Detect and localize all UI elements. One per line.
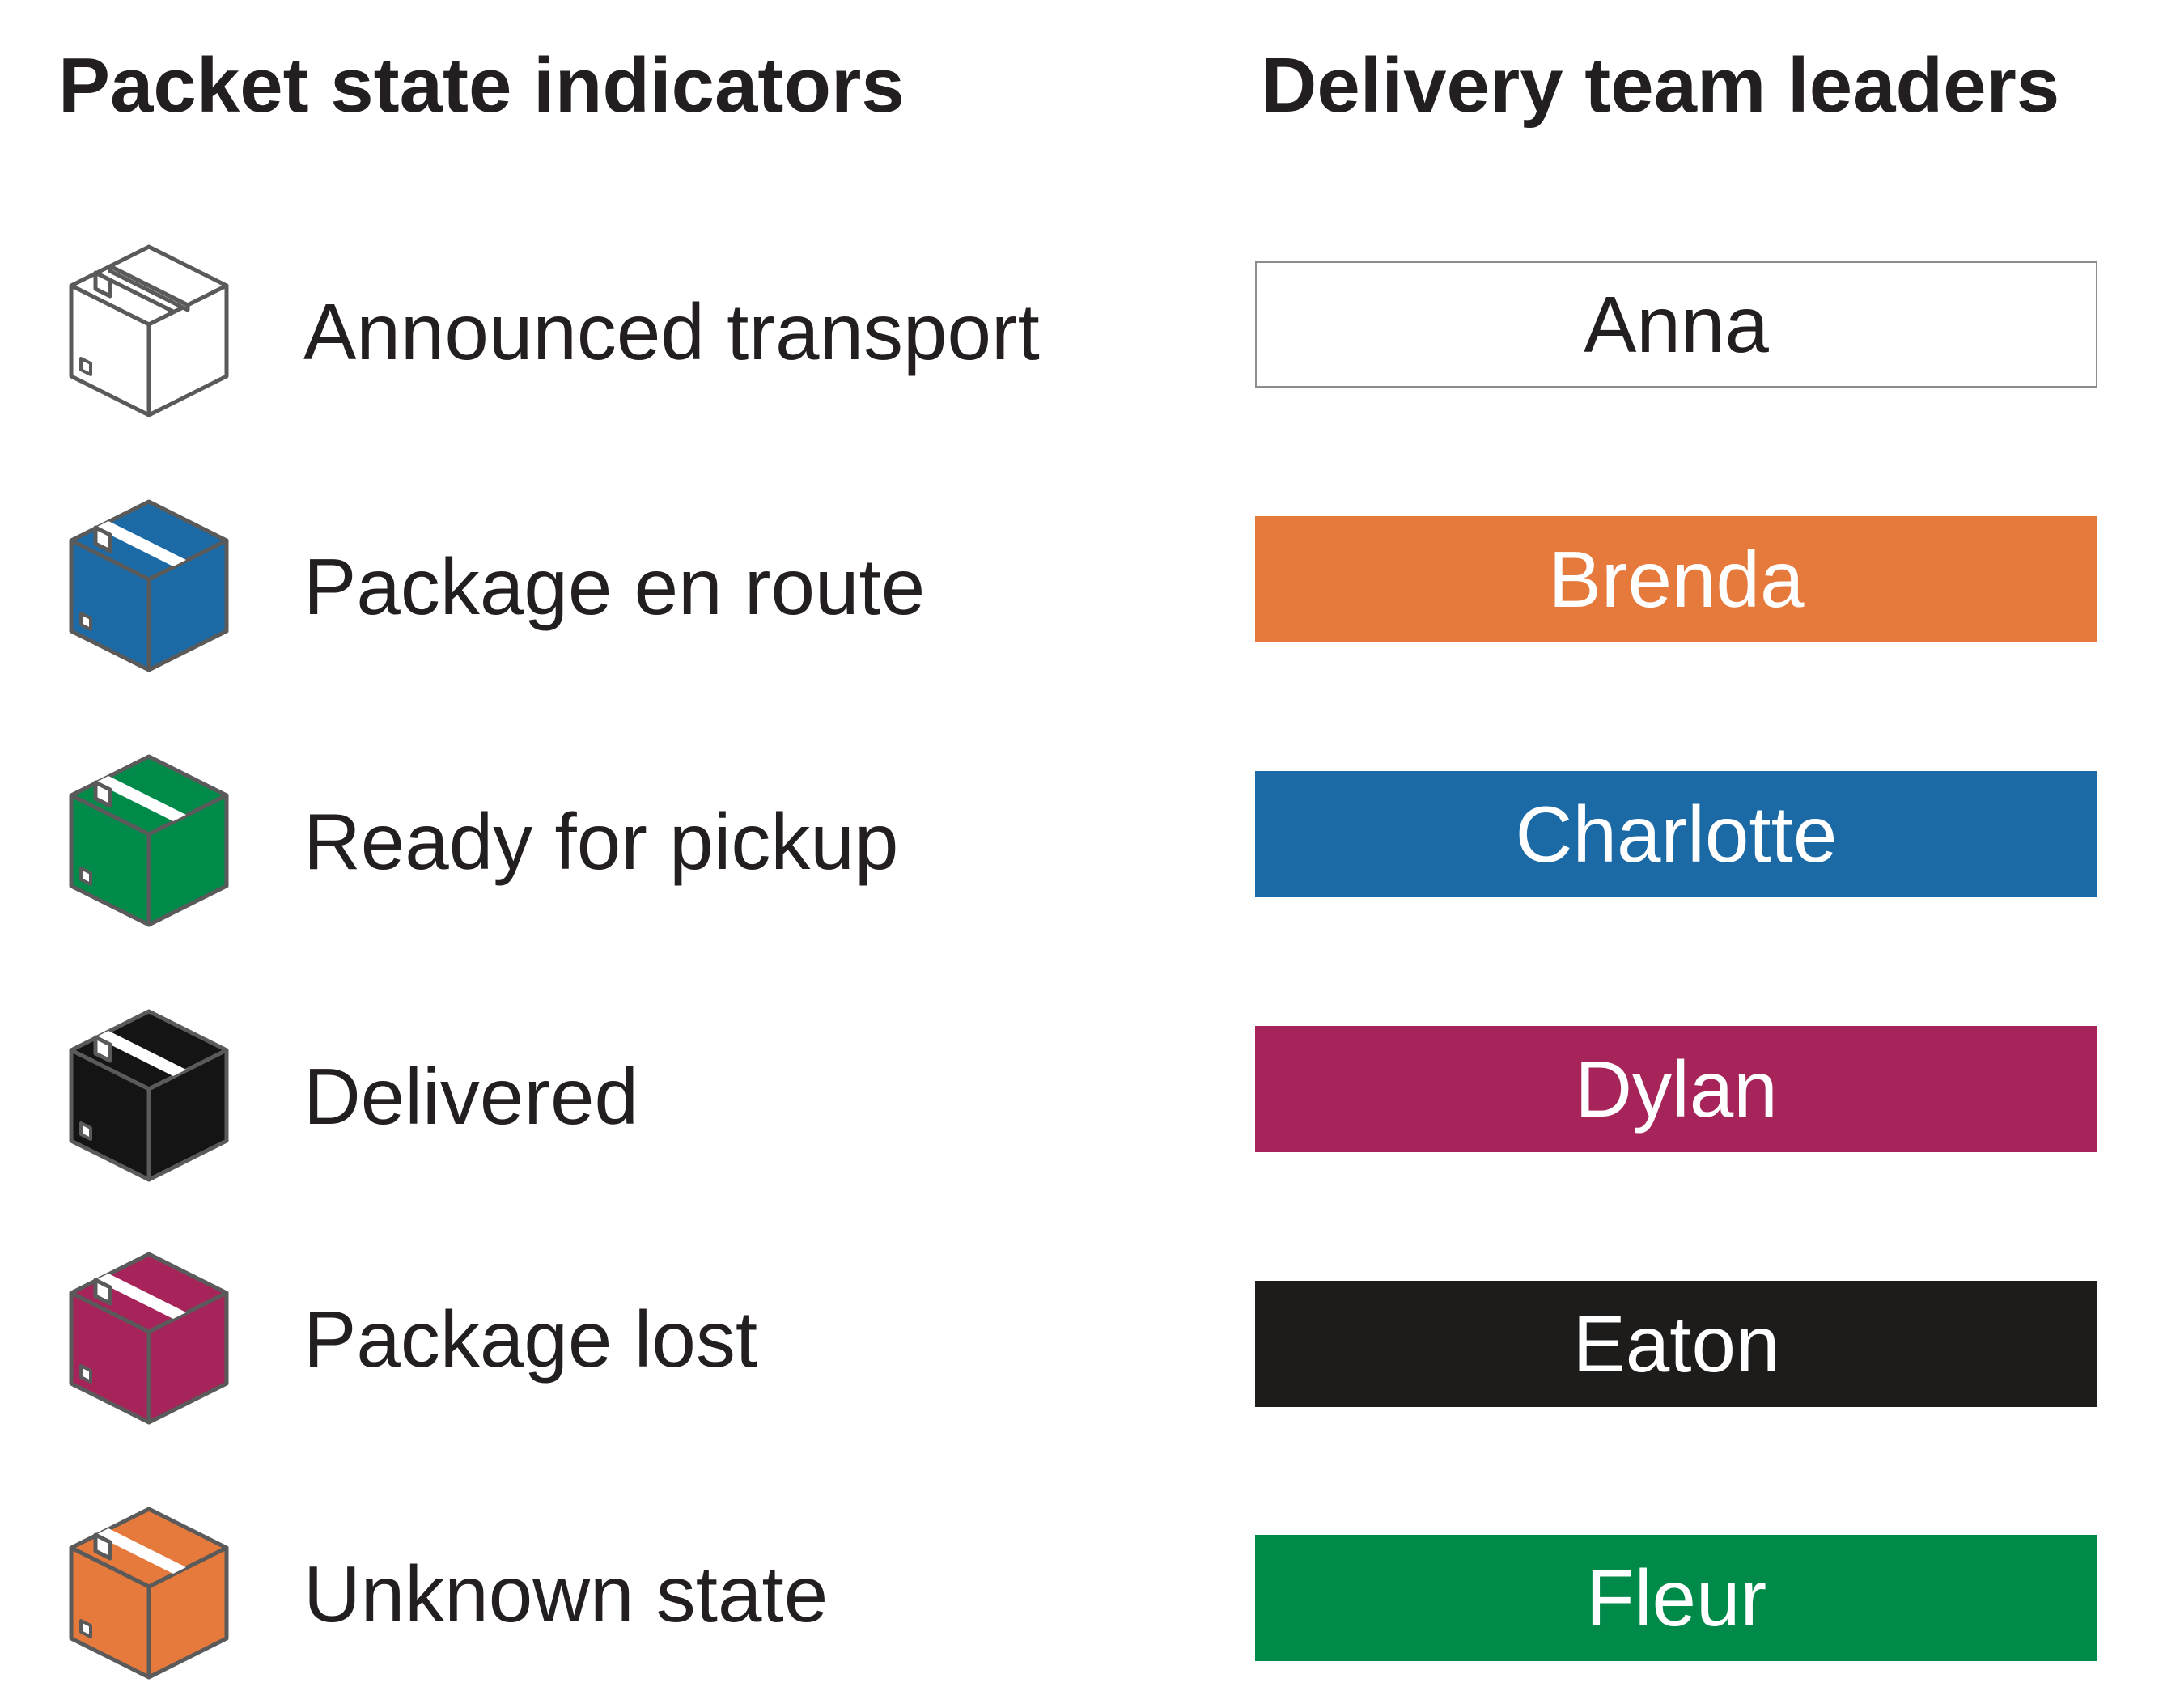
delivery-leaders-heading: Delivery team leaders <box>1261 42 2060 129</box>
package-black-icon <box>63 1003 235 1189</box>
leader-bar-anna: Anna <box>1255 261 2097 388</box>
leader-name: Charlotte <box>1515 790 1838 879</box>
leader-bar-charlotte: Charlotte <box>1255 771 2097 897</box>
state-row-unknown: Unknown state <box>0 1501 1214 1687</box>
state-label: Package lost <box>303 1295 758 1384</box>
leader-bar-brenda: Brenda <box>1255 516 2097 642</box>
package-orange-icon <box>63 1501 235 1687</box>
leader-name: Anna <box>1584 280 1769 369</box>
state-label: Unknown state <box>303 1549 829 1638</box>
state-row-ready: Ready for pickup <box>0 748 1214 935</box>
package-green-icon <box>63 748 235 935</box>
leader-name: Brenda <box>1548 535 1805 624</box>
state-row-lost: Package lost <box>0 1246 1214 1432</box>
package-magenta-icon <box>63 1246 235 1432</box>
state-label: Delivered <box>303 1052 638 1141</box>
state-label: Ready for pickup <box>303 797 899 886</box>
state-label: Package en route <box>303 542 926 631</box>
leader-bar-fleur: Fleur <box>1255 1535 2097 1661</box>
state-label: Announced transport <box>303 287 1040 376</box>
leader-bar-dylan: Dylan <box>1255 1026 2097 1152</box>
packet-state-heading: Packet state indicators <box>58 42 905 129</box>
leader-bar-eaton: Eaton <box>1255 1281 2097 1407</box>
leader-name: Eaton <box>1572 1299 1780 1388</box>
package-blue-icon <box>63 494 235 680</box>
state-row-announced: Announced transport <box>0 239 1214 425</box>
package-outline-icon <box>63 239 235 425</box>
leader-name: Dylan <box>1575 1045 1778 1134</box>
state-row-en-route: Package en route <box>0 494 1214 680</box>
state-row-delivered: Delivered <box>0 1003 1214 1189</box>
leader-name: Fleur <box>1585 1553 1767 1642</box>
